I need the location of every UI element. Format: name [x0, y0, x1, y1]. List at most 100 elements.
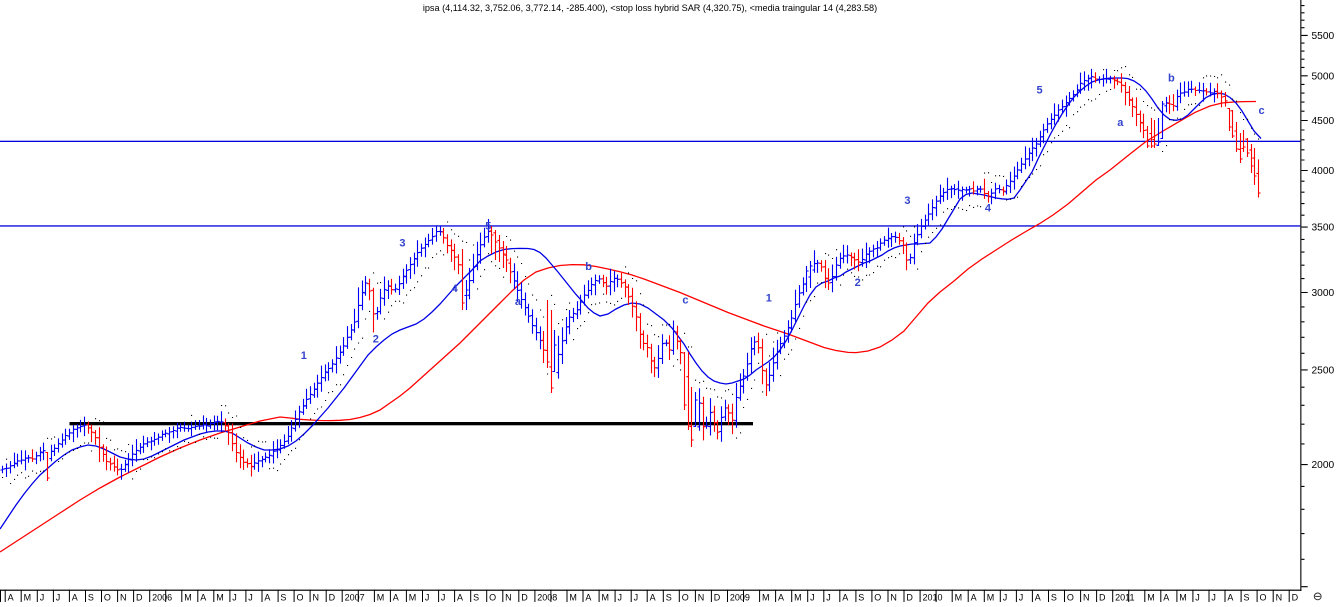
svg-text:2500: 2500 [1312, 366, 1335, 377]
svg-text:N: N [890, 592, 897, 602]
svg-text:O: O [104, 592, 111, 602]
svg-text:S: S [473, 592, 479, 602]
svg-text:J: J [1195, 592, 1200, 602]
svg-text:M: M [987, 592, 995, 602]
svg-text:A: A [1035, 592, 1041, 602]
svg-text:2000: 2000 [1312, 460, 1335, 471]
svg-text:2009: 2009 [730, 592, 750, 602]
svg-text:4000: 4000 [1312, 166, 1335, 177]
svg-text:3000: 3000 [1312, 288, 1335, 299]
svg-text:J: J [634, 592, 639, 602]
svg-text:A: A [8, 592, 14, 602]
svg-text:2010: 2010 [923, 592, 943, 602]
svg-text:O: O [1260, 592, 1267, 602]
svg-text:2: 2 [855, 277, 861, 289]
svg-text:S: S [666, 592, 672, 602]
svg-text:5: 5 [1037, 85, 1043, 97]
svg-text:J: J [441, 592, 446, 602]
svg-text:2011: 2011 [1115, 592, 1134, 602]
svg-text:A: A [264, 592, 270, 602]
svg-text:S: S [88, 592, 94, 602]
svg-text:A: A [200, 592, 206, 602]
svg-text:O: O [1067, 592, 1074, 602]
svg-text:5000: 5000 [1312, 71, 1335, 82]
svg-text:D: D [906, 592, 913, 602]
svg-text:J: J [248, 592, 253, 602]
svg-text:3: 3 [399, 238, 405, 250]
svg-text:M: M [184, 592, 192, 602]
svg-text:M: M [762, 592, 770, 602]
svg-text:A: A [778, 592, 784, 602]
svg-text:O: O [682, 592, 689, 602]
svg-text:N: N [120, 592, 127, 602]
svg-text:N: N [1276, 592, 1283, 602]
svg-text:S: S [858, 592, 864, 602]
svg-text:A: A [842, 592, 848, 602]
svg-text:M: M [409, 592, 417, 602]
svg-text:c: c [682, 295, 688, 307]
svg-text:4: 4 [452, 283, 459, 295]
svg-text:D: D [136, 592, 143, 602]
svg-text:c: c [1259, 105, 1265, 117]
svg-text:J: J [1003, 592, 1008, 602]
svg-text:N: N [505, 592, 512, 602]
svg-text:M: M [24, 592, 32, 602]
svg-text:S: S [280, 592, 286, 602]
svg-text:J: J [232, 592, 237, 602]
svg-text:A: A [650, 592, 656, 602]
svg-text:J: J [1211, 592, 1216, 602]
svg-text:2: 2 [373, 334, 379, 346]
svg-text:J: J [425, 592, 430, 602]
svg-text:b: b [585, 261, 592, 273]
svg-text:a: a [515, 296, 522, 308]
svg-text:N: N [313, 592, 320, 602]
svg-text:O: O [297, 592, 304, 602]
svg-text:A: A [1227, 592, 1233, 602]
svg-text:M: M [602, 592, 610, 602]
svg-text:M: M [1147, 592, 1155, 602]
svg-text:M: M [377, 592, 385, 602]
svg-text:2008: 2008 [537, 592, 557, 602]
svg-text:1: 1 [766, 293, 772, 305]
svg-text:S: S [1051, 592, 1057, 602]
svg-text:3500: 3500 [1312, 223, 1335, 234]
svg-text:O: O [874, 592, 881, 602]
svg-text:D: D [329, 592, 336, 602]
svg-text:M: M [1179, 592, 1187, 602]
svg-text:M: M [569, 592, 577, 602]
svg-text:J: J [40, 592, 45, 602]
svg-text:a: a [1117, 117, 1124, 129]
svg-text:M: M [794, 592, 802, 602]
svg-text:2007: 2007 [345, 592, 365, 602]
svg-text:A: A [457, 592, 463, 602]
svg-text:5: 5 [485, 220, 491, 232]
svg-text:b: b [1168, 73, 1175, 85]
svg-text:M: M [955, 592, 963, 602]
svg-text:D: D [1099, 592, 1106, 602]
svg-text:ipsa (4,114.32, 3,752.06, 3,77: ipsa (4,114.32, 3,752.06, 3,772.14, -285… [423, 3, 877, 13]
svg-text:D: D [714, 592, 721, 602]
svg-text:A: A [971, 592, 977, 602]
svg-text:A: A [393, 592, 399, 602]
svg-text:J: J [810, 592, 815, 602]
svg-text:J: J [1019, 592, 1024, 602]
svg-text:4500: 4500 [1312, 116, 1335, 127]
svg-text:2006: 2006 [152, 592, 172, 602]
svg-text:J: J [618, 592, 623, 602]
svg-text:1: 1 [301, 350, 307, 362]
svg-text:3: 3 [904, 195, 910, 207]
svg-text:S: S [1244, 592, 1250, 602]
svg-text:5500: 5500 [1312, 31, 1335, 42]
svg-text:J: J [56, 592, 61, 602]
svg-text:A: A [1163, 592, 1169, 602]
svg-text:D: D [521, 592, 528, 602]
svg-text:4: 4 [985, 203, 992, 215]
svg-text:N: N [698, 592, 705, 602]
svg-text:J: J [826, 592, 831, 602]
svg-text:O: O [489, 592, 496, 602]
svg-text:A: A [72, 592, 78, 602]
svg-text:M: M [216, 592, 224, 602]
svg-text:N: N [1083, 592, 1090, 602]
svg-text:A: A [585, 592, 591, 602]
svg-text:D: D [1292, 592, 1299, 602]
